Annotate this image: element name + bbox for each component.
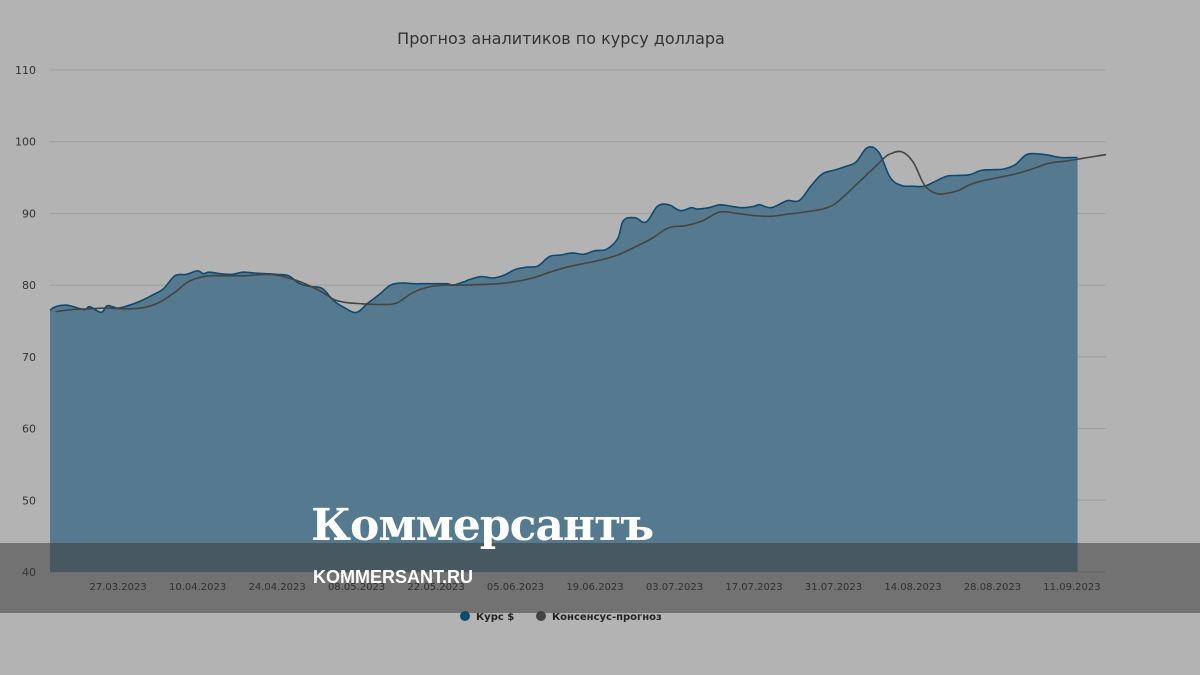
usd-rate-area — [50, 146, 1078, 573]
watermark-logo: Коммерсантъ — [311, 500, 654, 551]
y-tick-label: 90 — [22, 207, 36, 220]
y-tick-label: 80 — [22, 279, 36, 292]
usd-rate-line — [49, 145, 1078, 314]
legend-item[interactable]: Консенсус-прогноз — [536, 611, 662, 623]
y-tick-label: 110 — [15, 64, 36, 77]
legend-label: Консенсус-прогноз — [552, 612, 662, 623]
legend-marker — [460, 611, 470, 621]
consensus-forecast-line — [55, 150, 1107, 313]
y-tick-label: 100 — [15, 136, 36, 149]
legend-marker — [536, 611, 546, 621]
series-area — [49, 145, 1078, 573]
legend-label: Курс $ — [476, 612, 514, 623]
y-tick-label: 60 — [22, 423, 36, 436]
watermark-band — [0, 543, 1200, 613]
y-tick-label: 50 — [22, 494, 36, 507]
legend[interactable]: Курс $ Консенсус-прогноз — [460, 611, 662, 623]
y-tick-label: 70 — [22, 351, 36, 364]
watermark-url: KOMMERSANT.RU — [313, 567, 473, 587]
y-axis: 405060708090100110 — [15, 64, 36, 579]
legend-item[interactable]: Курс $ — [460, 611, 514, 623]
series-lines — [55, 150, 1107, 313]
chart-title: Прогноз аналитиков по курсу доллара — [397, 29, 725, 48]
